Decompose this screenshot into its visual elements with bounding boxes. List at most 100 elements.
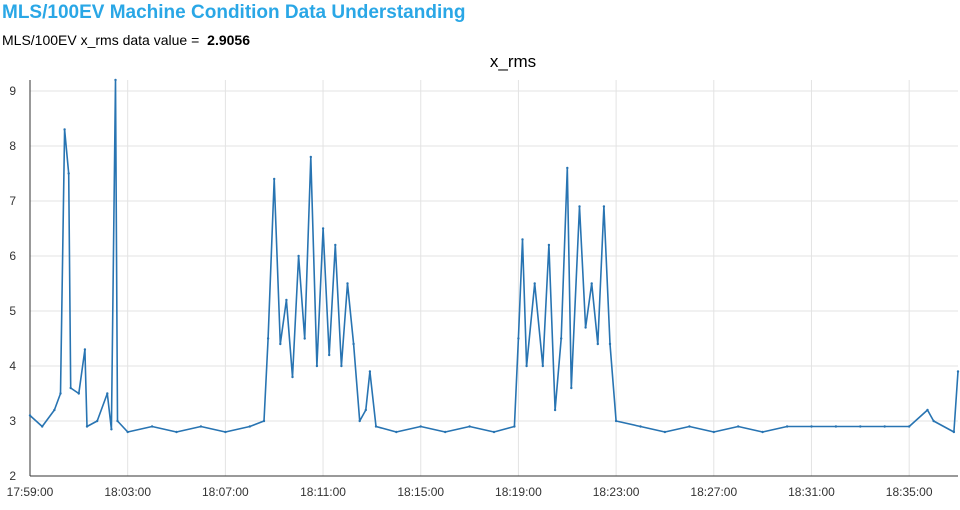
data-point (521, 238, 524, 241)
data-point (883, 425, 886, 428)
x-tick-label: 18:27:00 (690, 485, 737, 499)
data-point (364, 408, 367, 412)
data-point (315, 364, 319, 368)
value-number: 2.9056 (207, 32, 250, 48)
data-point (952, 430, 956, 434)
data-point (352, 342, 355, 346)
x-tick-label: 18:19:00 (495, 485, 542, 499)
data-point (67, 172, 70, 175)
x-tick-label: 18:07:00 (202, 485, 249, 499)
data-point (199, 425, 203, 428)
data-point (358, 419, 361, 423)
plot-area (28, 78, 960, 434)
x-tick-label: 18:11:00 (300, 485, 346, 499)
data-point (584, 326, 587, 329)
data-point (785, 425, 789, 428)
data-point (395, 430, 398, 434)
data-point (340, 364, 343, 368)
data-point (513, 425, 516, 428)
data-point (291, 375, 294, 379)
data-point (570, 386, 573, 390)
data-point (517, 337, 520, 340)
data-point (262, 419, 266, 423)
data-point (334, 243, 337, 247)
data-point (303, 337, 306, 340)
data-point (77, 392, 81, 395)
x-tick-label: 17:59:00 (7, 485, 54, 499)
data-point (309, 155, 312, 159)
data-point (926, 408, 929, 412)
data-point (578, 205, 581, 208)
data-point (69, 386, 72, 390)
series-line (29, 79, 959, 433)
data-point (908, 425, 911, 428)
y-tick-label: 2 (9, 469, 16, 483)
data-point (614, 419, 618, 423)
data-point (810, 425, 813, 428)
data-point (596, 342, 599, 346)
data-point (663, 430, 667, 434)
data-point (761, 430, 764, 434)
data-point (608, 342, 612, 346)
x-tick-label: 18:31:00 (788, 485, 835, 499)
data-point (28, 414, 32, 417)
x-tick-label: 18:03:00 (104, 485, 151, 499)
data-point (374, 425, 378, 428)
data-point (150, 425, 154, 428)
data-point (492, 430, 496, 434)
chart-grid (30, 80, 958, 476)
data-point (114, 78, 117, 82)
data-point (419, 425, 422, 428)
y-tick-label: 5 (9, 304, 16, 318)
chart-axes (29, 80, 958, 477)
data-point (639, 425, 642, 428)
page-title: MLS/100EV Machine Condition Data Underst… (2, 2, 466, 23)
data-point (266, 337, 270, 340)
data-point (116, 419, 119, 423)
data-point (602, 205, 606, 208)
data-point (932, 419, 935, 423)
data-point (533, 282, 536, 285)
data-point (859, 425, 862, 428)
value-label: MLS/100EV x_rms data value = (2, 32, 200, 48)
x-tick-label: 18:23:00 (593, 485, 640, 499)
value-readout: MLS/100EV x_rms data value = 2.9056 (2, 32, 250, 48)
data-point (297, 254, 300, 258)
data-point (737, 425, 740, 428)
data-point (273, 177, 276, 181)
data-point (85, 425, 89, 428)
data-point (328, 353, 331, 357)
data-point (834, 425, 838, 428)
data-point (321, 227, 325, 230)
data-point (956, 370, 960, 373)
data-point (41, 425, 44, 428)
data-point (590, 282, 593, 285)
data-point (468, 425, 471, 428)
data-point (279, 342, 282, 346)
data-point (346, 282, 349, 285)
data-point (63, 128, 66, 131)
data-point (53, 408, 56, 412)
data-point (59, 392, 62, 395)
data-point (560, 337, 563, 340)
chart-title: x_rms (489, 52, 537, 71)
data-point (126, 430, 129, 434)
x-tick-label: 18:35:00 (886, 485, 933, 499)
data-point (553, 408, 557, 412)
data-point (110, 428, 113, 431)
y-tick-label: 8 (9, 139, 16, 153)
y-tick-label: 9 (9, 84, 16, 98)
data-point (444, 430, 447, 434)
data-point (285, 298, 288, 302)
y-tick-label: 7 (9, 194, 16, 208)
data-point (525, 364, 528, 368)
data-point (688, 425, 691, 428)
data-point (547, 243, 551, 247)
data-point (566, 166, 569, 170)
data-point (83, 348, 87, 351)
data-point (224, 430, 227, 434)
data-point (541, 364, 544, 368)
data-point (712, 430, 715, 434)
data-point (368, 370, 372, 373)
